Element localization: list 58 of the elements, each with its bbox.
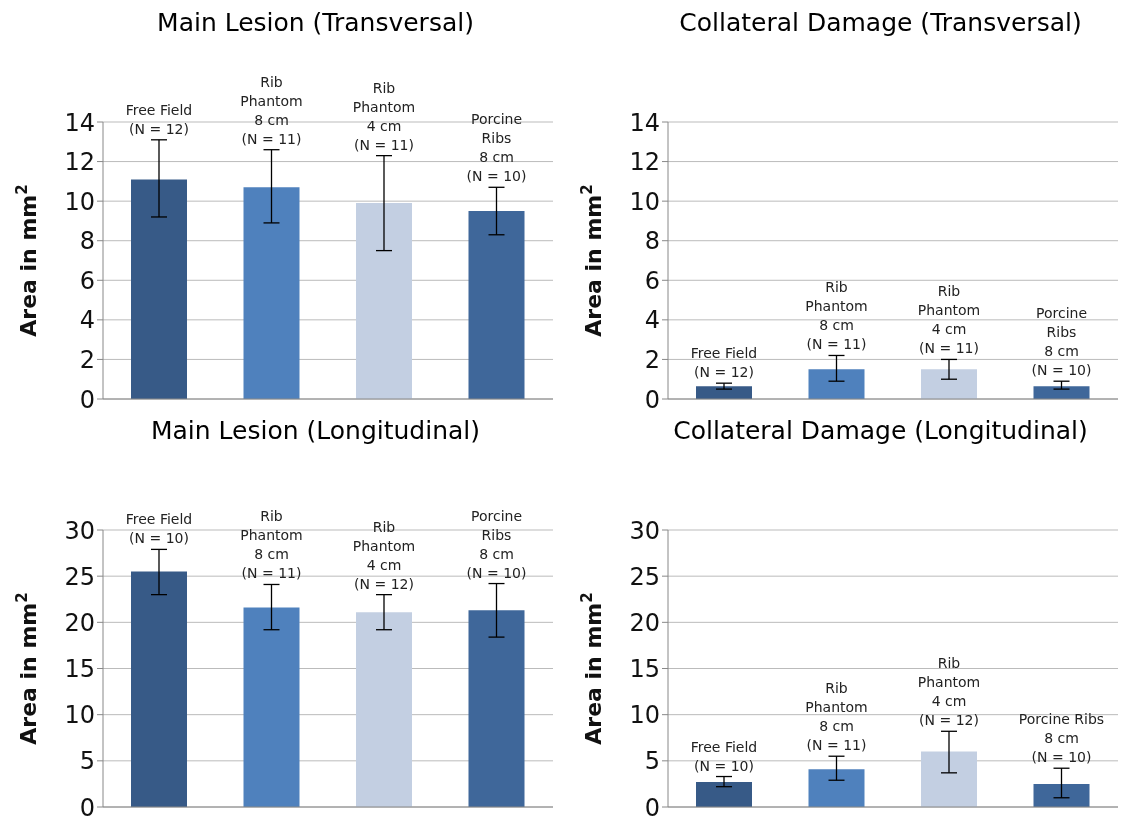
y-tick-label: 14 xyxy=(64,108,95,137)
bar xyxy=(1033,783,1090,807)
x-tick-label: Rib Phantom 4 cm (N = 11) xyxy=(352,79,416,153)
x-tick-label: Free Field (N = 12) xyxy=(125,101,193,137)
y-tick-label: 5 xyxy=(79,747,95,776)
y-tick-label: 25 xyxy=(629,562,660,591)
y-tick-label: 12 xyxy=(64,148,95,177)
x-tick-label: Free Field (N = 10) xyxy=(690,738,758,774)
x-tick-label: Rib Phantom 4 cm (N = 12) xyxy=(917,655,981,729)
y-tick-label: 5 xyxy=(644,747,660,776)
y-tick-label: 10 xyxy=(629,701,660,730)
bar xyxy=(921,751,977,807)
category-label: Free Field (N = 12) xyxy=(690,345,758,381)
x-tick-label: Rib Phantom 8 cm (N = 11) xyxy=(805,680,868,754)
category-label: Porcine Ribs 8 cm (N = 10) xyxy=(466,507,527,581)
category-label: Rib Phantom 8 cm (N = 11) xyxy=(805,279,868,353)
y-tick-label: 0 xyxy=(79,385,95,414)
y-tick-label: 6 xyxy=(644,266,660,295)
bar xyxy=(808,769,865,807)
y-tick-label: 8 xyxy=(79,227,95,256)
bar xyxy=(131,571,187,807)
category-label: Free Field (N = 10) xyxy=(125,511,193,547)
y-tick-label: 30 xyxy=(64,516,95,545)
chart-title: Main Lesion (Transversal) xyxy=(156,8,475,39)
y-tick-label: 30 xyxy=(629,516,660,545)
y-tick-label: 15 xyxy=(64,655,95,684)
category-label: Rib Phantom 4 cm (N = 11) xyxy=(917,283,981,357)
y-tick-label: 15 xyxy=(629,655,660,684)
y-tick-label: 2 xyxy=(644,345,660,374)
y-tick-label: 4 xyxy=(644,306,660,335)
y-tick-label: 8 xyxy=(644,227,660,256)
category-label: Porcine Ribs 8 cm (N = 10) xyxy=(1031,305,1092,379)
y-tick-label: 20 xyxy=(64,608,95,637)
bar xyxy=(696,782,752,807)
y-tick-label: 12 xyxy=(629,148,660,177)
y-tick-label: 20 xyxy=(629,608,660,637)
x-tick-label: Porcine Ribs 8 cm (N = 10) xyxy=(1018,711,1105,766)
y-tick-label: 6 xyxy=(79,266,95,295)
y-tick-label: 0 xyxy=(644,385,660,414)
y-tick-label: 10 xyxy=(64,187,95,216)
y-tick-label: 10 xyxy=(64,701,95,730)
y-tick-label: 4 xyxy=(79,306,95,335)
x-tick-label: Porcine Ribs 8 cm (N = 10) xyxy=(466,111,527,185)
chart-title: Main Lesion (Longitudinal) xyxy=(149,416,482,447)
y-tick-label: 14 xyxy=(629,108,660,137)
category-label: Rib Phantom 8 cm (N = 11) xyxy=(240,508,303,582)
y-tick-label: 25 xyxy=(64,562,95,591)
bar xyxy=(468,610,525,807)
bar xyxy=(243,607,300,807)
bar xyxy=(356,612,412,807)
y-tick-label: 10 xyxy=(629,187,660,216)
category-label: Rib Phantom 4 cm (N = 12) xyxy=(352,518,416,592)
x-tick-label: Rib Phantom 8 cm (N = 11) xyxy=(240,73,303,147)
y-tick-label: 2 xyxy=(79,345,95,374)
chart-title: Collateral Damage (Transversal) xyxy=(678,8,1083,39)
y-tick-label: 0 xyxy=(644,793,660,822)
y-tick-label: 0 xyxy=(79,793,95,822)
chart-title: Collateral Damage (Longitudinal) xyxy=(672,416,1089,447)
